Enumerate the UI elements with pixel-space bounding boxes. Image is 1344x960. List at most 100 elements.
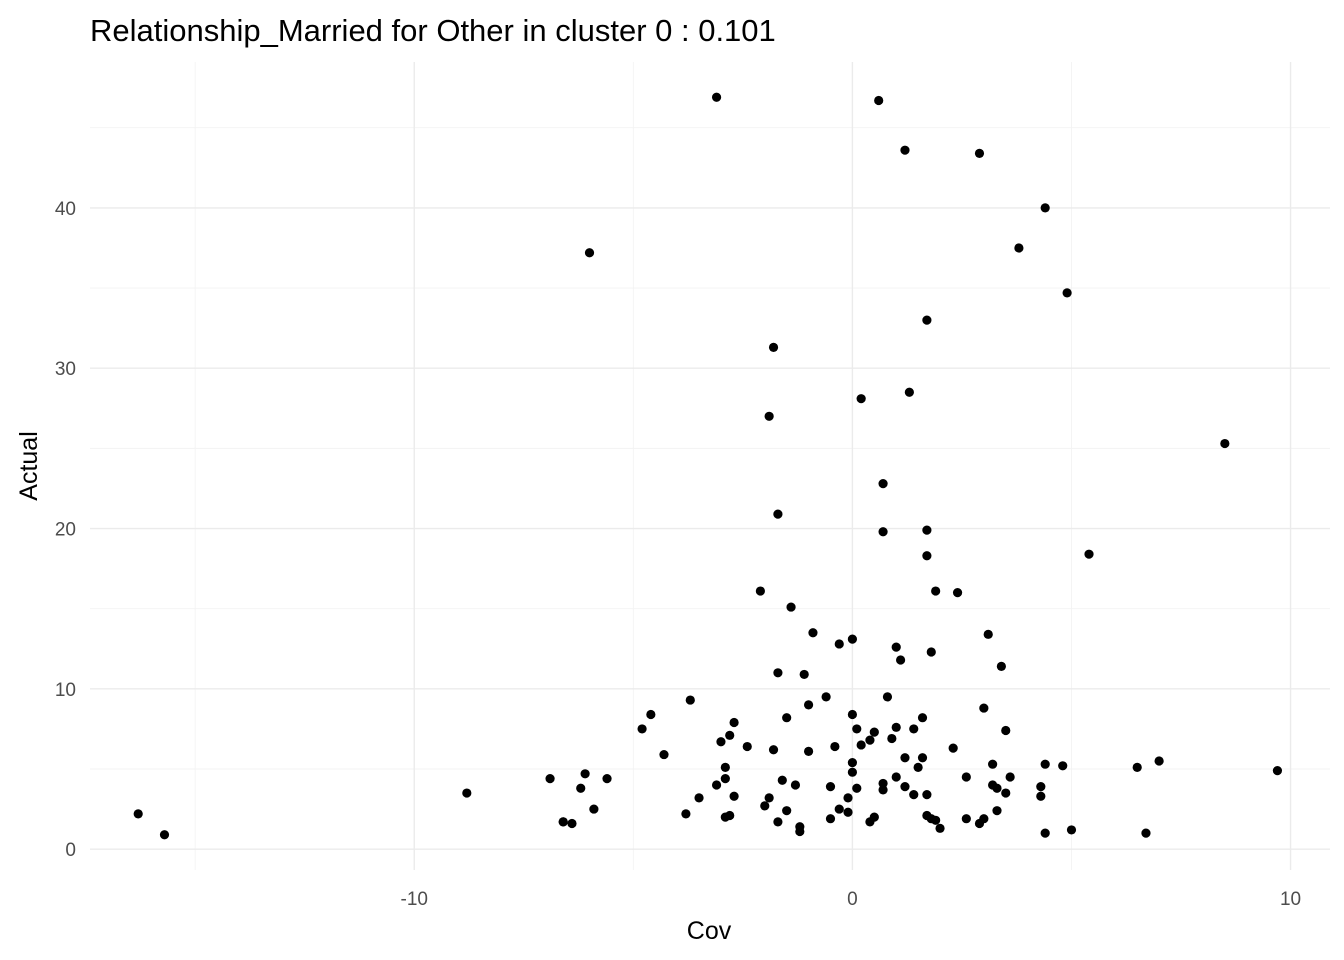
data-point [952, 588, 963, 598]
data-point [720, 774, 730, 784]
y-tick-label: 20 [55, 520, 76, 541]
data-point [847, 709, 858, 720]
data-point [133, 809, 143, 819]
data-point [935, 823, 945, 833]
data-point [891, 772, 901, 782]
data-point [983, 629, 993, 639]
major-gridlines [90, 62, 1330, 870]
data-point [821, 692, 831, 702]
data-point [878, 785, 888, 795]
data-point [1040, 828, 1050, 838]
data-point [1040, 203, 1050, 213]
data-point [580, 769, 590, 779]
data-point [760, 801, 770, 811]
data-point [685, 695, 695, 705]
data-point [790, 780, 801, 790]
data-point [834, 804, 844, 814]
data-point [922, 315, 932, 325]
data-point [856, 394, 866, 404]
y-tick-label: 30 [55, 359, 76, 380]
data-point [1036, 782, 1046, 792]
x-tick-label: -10 [401, 889, 428, 910]
data-point [1272, 766, 1283, 776]
data-point [878, 527, 888, 537]
data-point [716, 737, 726, 747]
data-point [764, 411, 774, 421]
data-point [922, 790, 932, 800]
data-point [979, 703, 989, 713]
data-point [869, 727, 879, 737]
data-point [961, 772, 971, 782]
minor-gridlines [90, 62, 1330, 870]
data-point [922, 551, 932, 561]
data-point [567, 818, 577, 829]
data-point [768, 745, 779, 755]
data-point [1154, 756, 1164, 766]
data-point [909, 724, 919, 734]
data-point [900, 753, 910, 763]
data-point [729, 717, 739, 728]
data-point [646, 709, 656, 720]
data-point [637, 724, 647, 734]
data-point [742, 741, 752, 752]
data-point [808, 628, 818, 638]
y-axis-title: Actual [15, 431, 43, 500]
x-tick-label: 10 [1280, 889, 1301, 910]
data-point [974, 148, 985, 158]
data-point [931, 815, 941, 825]
data-point [795, 822, 805, 832]
x-axis-title: Cov [687, 917, 732, 945]
data-point [1014, 243, 1024, 253]
data-point [847, 634, 858, 644]
data-point [891, 722, 901, 732]
data-point [681, 809, 691, 819]
data-point [874, 95, 884, 106]
data-point [1132, 762, 1142, 772]
data-point [711, 92, 722, 102]
data-point [988, 759, 998, 769]
data-point [558, 817, 568, 827]
y-tick-label: 10 [55, 680, 76, 701]
data-point [755, 586, 765, 596]
data-point [856, 740, 866, 750]
data-point [799, 669, 809, 680]
data-point [852, 724, 862, 734]
data-point [979, 814, 989, 824]
data-point [1005, 772, 1015, 782]
data-point [786, 602, 796, 612]
data-point [992, 806, 1002, 816]
data-point [896, 655, 906, 665]
data-point [882, 692, 893, 702]
data-point [803, 746, 814, 756]
data-point [1066, 825, 1077, 835]
data-point [729, 791, 739, 801]
data-point [768, 342, 779, 352]
x-tick-label: 0 [847, 889, 858, 910]
data-point [931, 586, 941, 596]
data-point [992, 783, 1002, 793]
data-point [904, 387, 914, 397]
data-point [909, 790, 919, 800]
data-point [1084, 549, 1094, 559]
data-point [545, 774, 555, 784]
data-points [133, 92, 1283, 840]
data-point [996, 661, 1006, 671]
data-point [1141, 828, 1151, 838]
data-point [659, 749, 669, 760]
data-point [725, 730, 735, 740]
data-point [159, 830, 170, 840]
data-point [865, 735, 875, 745]
data-point [913, 762, 923, 772]
data-point [926, 647, 936, 657]
data-point [1062, 288, 1072, 298]
data-point [830, 741, 840, 752]
data-point [720, 762, 730, 772]
data-point [773, 509, 783, 519]
data-point [782, 806, 792, 816]
data-point [711, 780, 722, 790]
data-point [1058, 761, 1068, 771]
data-point [869, 812, 879, 822]
data-point [887, 733, 897, 744]
data-point [589, 804, 599, 814]
